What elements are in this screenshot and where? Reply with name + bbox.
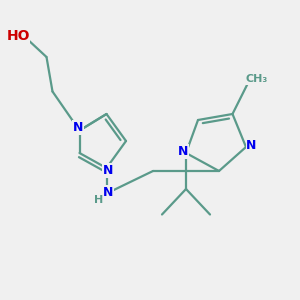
- Text: N: N: [178, 145, 188, 158]
- Text: N: N: [103, 164, 113, 177]
- Text: N: N: [246, 139, 256, 152]
- Text: CH₃: CH₃: [245, 74, 268, 85]
- Text: HO: HO: [6, 29, 30, 43]
- Text: N: N: [73, 121, 83, 134]
- Text: N: N: [103, 185, 113, 199]
- Text: H: H: [94, 195, 103, 205]
